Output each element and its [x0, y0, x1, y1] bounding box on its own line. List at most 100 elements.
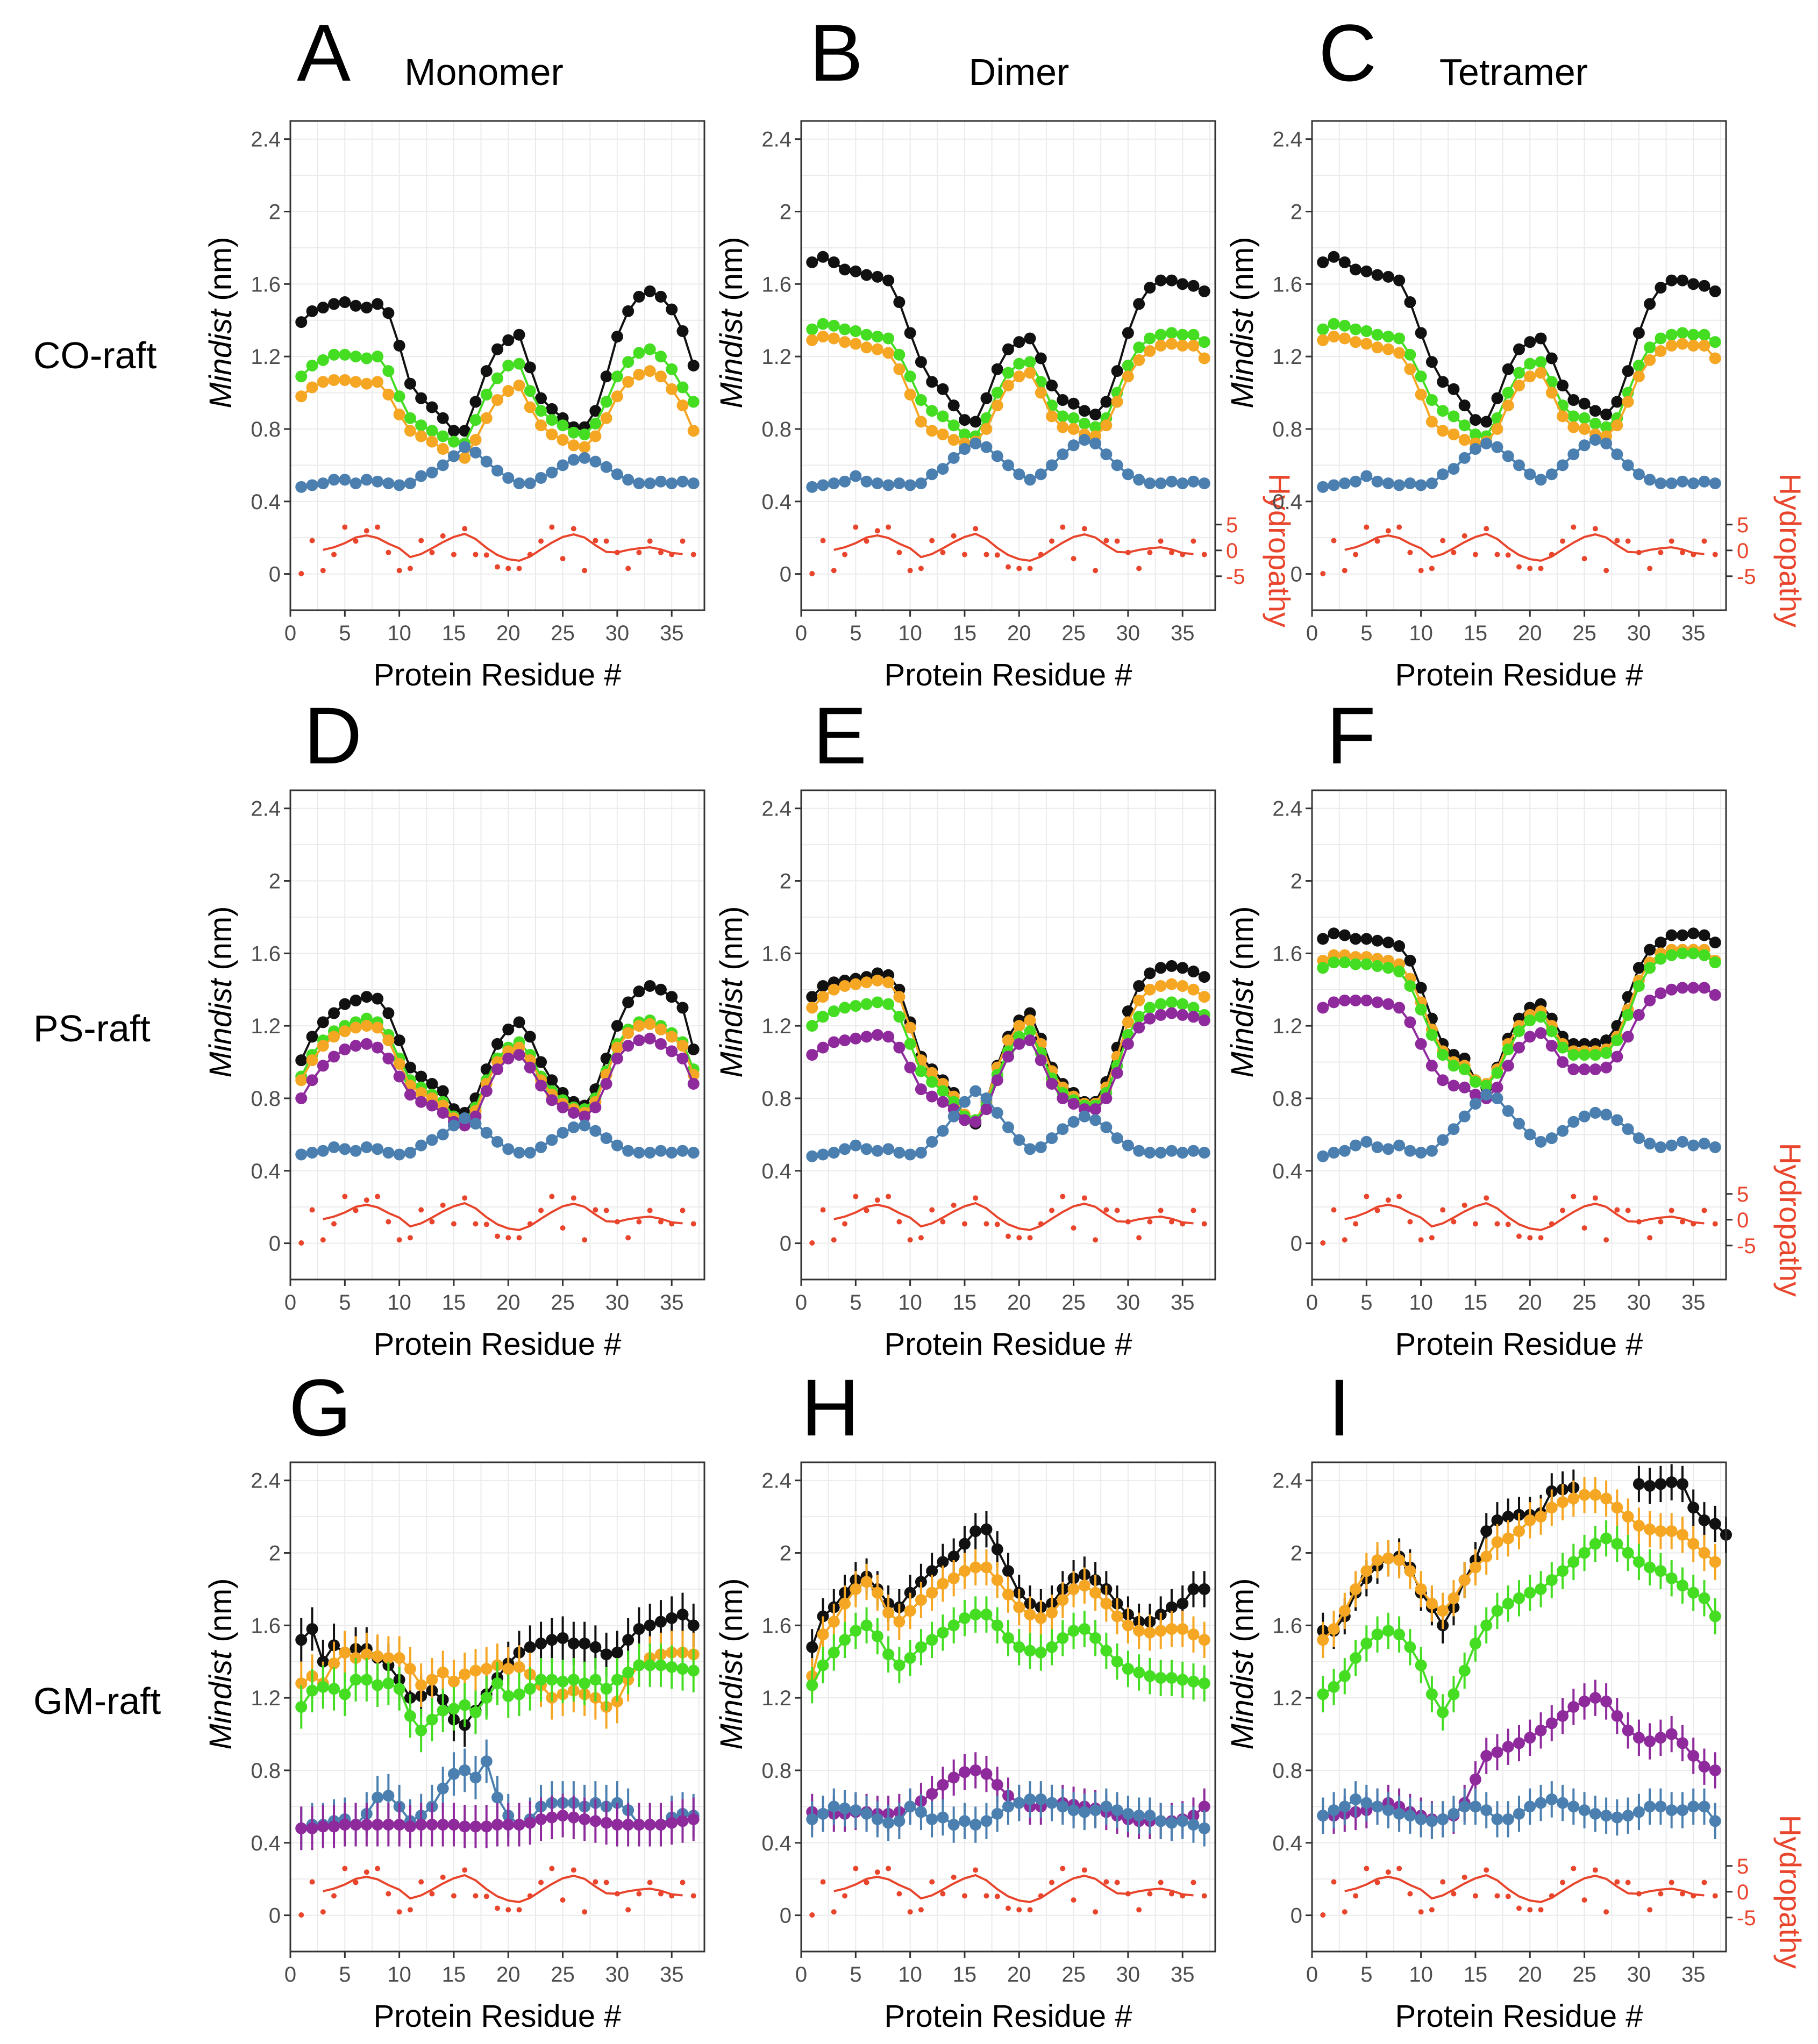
data-point	[676, 1815, 689, 1827]
y-tick-label: 0.8	[1272, 1759, 1302, 1783]
data-point	[502, 1663, 515, 1675]
hydropathy-point	[1158, 538, 1164, 544]
series-green	[806, 1596, 1210, 1704]
x-tick-label: 15	[442, 1291, 466, 1314]
data-point	[904, 1605, 916, 1617]
data-point	[644, 980, 656, 992]
data-point	[1567, 1701, 1580, 1713]
hydropathy-point	[1081, 526, 1087, 532]
hydropathy-point	[1353, 1893, 1359, 1899]
data-point	[502, 385, 515, 397]
data-point	[1687, 477, 1700, 490]
data-point	[415, 1096, 427, 1108]
hydropathy-point	[853, 1866, 859, 1871]
data-point	[937, 410, 949, 423]
data-point	[513, 477, 525, 490]
hydropathy-tick-label: -5	[1737, 565, 1756, 589]
data-point	[1709, 956, 1721, 969]
data-point	[1371, 996, 1384, 1009]
data-point	[1338, 1145, 1351, 1157]
hydropathy-point	[1451, 549, 1457, 555]
hydropathy-point	[940, 549, 946, 555]
data-point	[1665, 477, 1678, 490]
data-point	[1046, 459, 1058, 471]
data-point	[469, 1706, 482, 1719]
data-point	[1578, 397, 1591, 410]
data-point	[350, 376, 362, 388]
data-point	[1698, 949, 1710, 961]
data-point	[1187, 1002, 1200, 1014]
data-point	[1535, 332, 1547, 345]
hydropathy-point	[1440, 538, 1446, 544]
data-point	[1067, 1116, 1080, 1128]
data-point	[513, 1661, 525, 1673]
data-point	[579, 1813, 591, 1825]
data-point	[1328, 996, 1340, 1009]
data-point	[1382, 343, 1394, 355]
data-point	[1676, 338, 1688, 350]
data-point	[1491, 392, 1503, 404]
data-point	[524, 1817, 536, 1829]
data-point	[447, 1703, 460, 1715]
data-point	[611, 1139, 623, 1152]
data-point	[904, 388, 916, 401]
x-tick-label: 0	[1306, 1291, 1318, 1314]
x-tick-label: 5	[850, 1291, 861, 1314]
data-point	[1480, 1080, 1493, 1092]
data-point	[1350, 933, 1362, 945]
data-point	[958, 1538, 971, 1550]
data-point	[437, 1704, 449, 1717]
data-point	[1404, 954, 1416, 967]
y-tick-label: 2	[1291, 870, 1302, 894]
data-point	[1502, 399, 1514, 412]
row-label-gm-raft: GM-raft	[33, 1680, 161, 1722]
hydropathy-point	[1180, 552, 1186, 558]
data-point	[1632, 370, 1645, 383]
data-point	[1665, 1572, 1678, 1584]
plot-frame	[289, 1461, 705, 1953]
data-point	[502, 1690, 515, 1702]
y-tick-label: 0.4	[251, 490, 281, 514]
hydropathy-point	[1136, 566, 1142, 571]
hydropathy-point	[603, 538, 609, 544]
hydropathy-point	[1429, 566, 1435, 571]
y-axis-title: Mindist (nm)	[1225, 906, 1260, 1077]
hydropathy-point	[1679, 549, 1685, 555]
data-point	[1078, 1580, 1090, 1592]
x-tick-label: 10	[898, 1291, 922, 1314]
data-point	[1089, 1114, 1102, 1126]
data-point	[1589, 417, 1601, 430]
data-point	[1013, 1641, 1025, 1653]
column-title-monomer: Monomer	[404, 51, 564, 93]
y-tick-label: 0.4	[251, 1832, 281, 1855]
data-point	[350, 1145, 362, 1157]
data-point	[1469, 1638, 1481, 1650]
data-point	[393, 1148, 405, 1161]
data-point	[828, 1646, 840, 1659]
data-point	[1317, 1634, 1329, 1646]
data-point	[1035, 1141, 1047, 1153]
data-point	[1382, 1552, 1394, 1564]
hydropathy-point	[1592, 1867, 1598, 1873]
data-point	[871, 1813, 883, 1825]
hydropathy-point	[690, 552, 696, 558]
y-tick-label: 2.4	[1272, 797, 1302, 821]
x-tick-label: 25	[1572, 621, 1596, 645]
data-point	[1024, 1793, 1036, 1805]
hydropathy-point	[1472, 552, 1478, 558]
hydropathy-point	[1691, 1221, 1696, 1227]
data-point	[817, 251, 829, 263]
data-point	[817, 331, 829, 343]
hydropathy-point	[1385, 528, 1391, 534]
data-point	[1035, 1793, 1047, 1805]
hydropathy-point	[853, 1193, 859, 1199]
hydropathy-tick-label: -5	[1226, 565, 1245, 589]
data-point	[1338, 256, 1351, 268]
hydropathy-point	[1625, 1207, 1631, 1213]
y-axis-title-unit: (nm)	[714, 906, 749, 978]
data-point	[1578, 1110, 1591, 1123]
data-point	[1002, 380, 1014, 392]
x-tick-label: 30	[605, 621, 630, 645]
data-point	[1154, 274, 1167, 287]
